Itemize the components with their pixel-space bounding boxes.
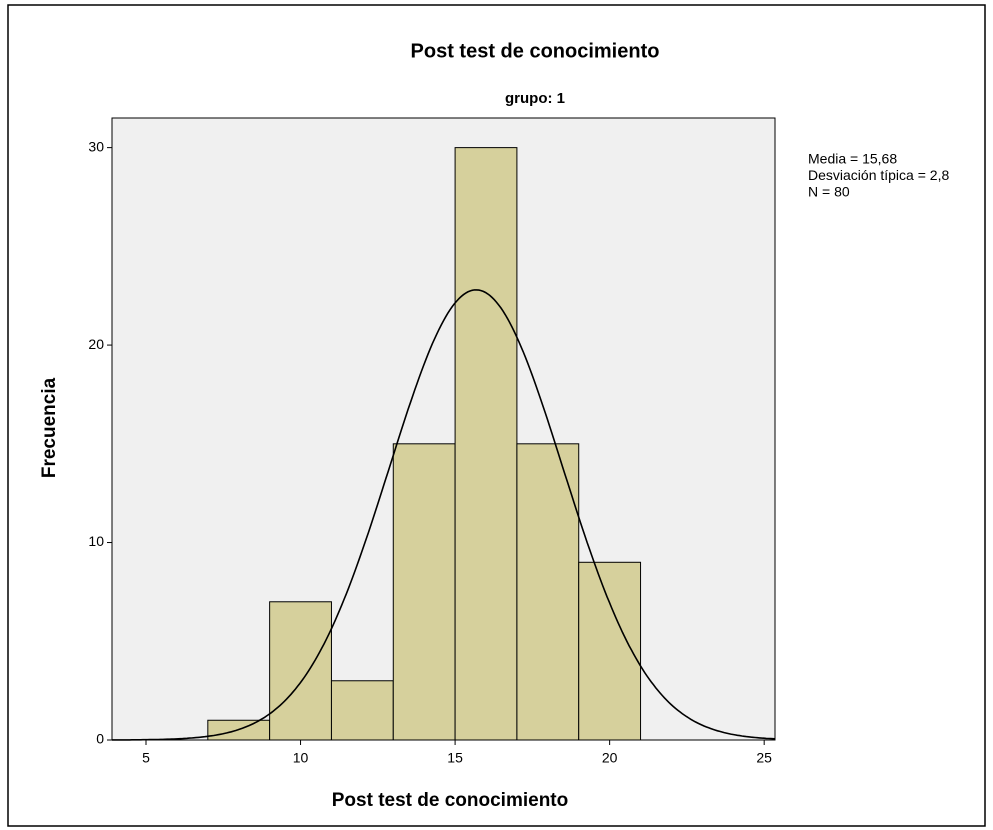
y-axis-label: Frecuencia [39,377,60,478]
y-tick-label: 20 [88,336,104,352]
bar [269,601,332,741]
x-axis-label: Post test de conocimiento [332,790,568,811]
x-tick-label: 25 [756,750,772,766]
stat-label: Desviación típica = 2,8 [808,167,949,183]
bar [454,147,518,741]
plot-border [111,117,776,741]
y-tick-label: 10 [88,533,104,549]
x-tick-label: 10 [293,750,309,766]
chart-title: Post test de conocimiento [411,40,660,62]
stat-label: Media = 15,68 [808,151,897,167]
y-tick-label: 0 [96,731,104,747]
x-tick-label: 20 [602,750,618,766]
bar [392,443,456,741]
chart-subtitle: grupo: 1 [505,90,565,107]
bar [330,680,394,741]
x-tick-label: 15 [447,750,463,766]
stat-label: N = 80 [808,184,850,200]
y-tick-label: 30 [88,138,104,154]
x-tick-label: 5 [142,750,150,766]
normal-curve [112,289,776,741]
bar [578,561,642,741]
